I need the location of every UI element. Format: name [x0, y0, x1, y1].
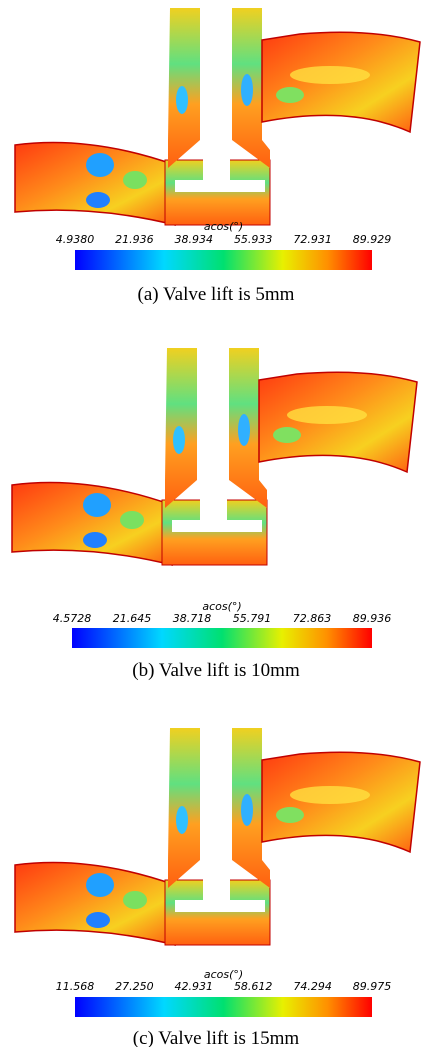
caption: (c) Valve lift is 15mm — [133, 1028, 300, 1047]
colorbar-tick-label: 55.933 — [234, 233, 273, 246]
colorbar-tick-label: 89.975 — [353, 980, 392, 993]
contour-plot — [15, 6, 420, 225]
caption: (a) Valve lift is 5mm — [138, 284, 295, 305]
colorbar-tick-label: 38.934 — [175, 233, 214, 246]
colorbar-title: acos(°) — [204, 220, 243, 233]
colorbar-tick-label: 4.9380 — [56, 233, 95, 246]
colorbar-tick-label: 27.250 — [115, 980, 154, 993]
colorbar-tick-label: 11.568 — [56, 980, 95, 993]
colorbar-tick-label: 72.931 — [293, 233, 332, 246]
colorbar-tick-label: 89.936 — [353, 612, 392, 625]
colorbar — [75, 250, 372, 270]
caption: (b) Valve lift is 10mm — [132, 660, 300, 681]
colorbar-tick-label: 74.294 — [293, 980, 332, 993]
colorbar-tick-label: 55.791 — [233, 612, 272, 625]
colorbar-tick-label: 38.718 — [173, 612, 212, 625]
colorbar-tick-label: 42.931 — [175, 980, 214, 993]
colorbar-tick-label: 89.929 — [353, 233, 392, 246]
colorbar — [75, 997, 372, 1017]
colorbar-tick-label: 21.645 — [113, 612, 152, 625]
contour-plot — [15, 726, 420, 945]
colorbar-tick-label: 58.612 — [234, 980, 273, 993]
colorbar-tick-label: 4.5728 — [53, 612, 92, 625]
colorbar-tick-label: 21.936 — [115, 233, 154, 246]
contour-plot — [12, 346, 417, 565]
colorbar — [72, 628, 372, 648]
colorbar-tick-label: 72.863 — [293, 612, 332, 625]
figure: acos(°) 4.9380 21.936 38.934 55.933 72.931 89.… — [0, 0, 433, 1047]
